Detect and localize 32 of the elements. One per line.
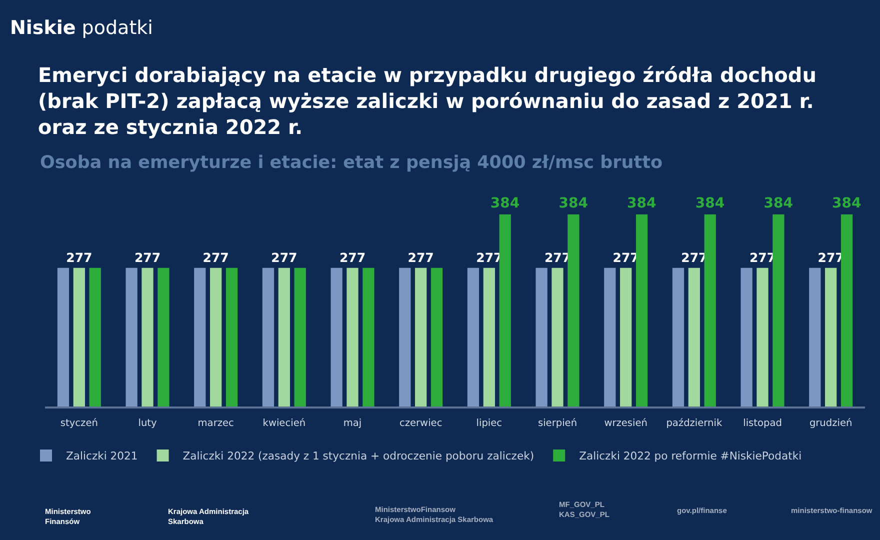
- chart-subtitle: Osoba na emeryturze i etacie: etat z pensją 4000 zł/msc brutto: [40, 153, 662, 173]
- text: Niskie podatki: [10, 17, 153, 39]
- data-label: 277: [134, 250, 161, 265]
- data-label: 277: [66, 250, 92, 265]
- data-label: 277: [202, 250, 229, 265]
- legend-label: Zaliczki 2021: [66, 450, 138, 463]
- x-tick-label: grudzień: [809, 418, 852, 429]
- legend-label: Zaliczki 2022 (zasady z 1 stycznia + odroczenie poboru zaliczek): [182, 450, 534, 463]
- data-label: 384: [558, 195, 588, 212]
- data-label: 384: [764, 195, 794, 212]
- data-label: 384: [832, 195, 862, 212]
- data-label: 277: [408, 250, 434, 265]
- chart-title: Emeryci dorabiający na etacie w przypadku drugiego źródła dochodu (brak PIT-2) zapłacą wyższe zaliczki w porównaniu do zasad z 2021 r. oraz ze stycznia 2022 r.: [38, 63, 816, 139]
- data-label: 384: [490, 195, 520, 212]
- data-label: 277: [749, 250, 776, 265]
- x-tick-label: sierpień: [538, 418, 578, 429]
- x-tick-label: październik: [666, 418, 722, 429]
- legend-label: Zaliczki 2022 po reformie #NiskiePodatki: [579, 450, 802, 463]
- data-label: 277: [271, 250, 298, 265]
- x-tick-label: czerwiec: [399, 418, 442, 429]
- x-tick-label: maj: [343, 418, 362, 429]
- data-label: 384: [695, 195, 725, 212]
- data-label: 277: [339, 250, 366, 265]
- x-tick-label: luty: [138, 418, 157, 429]
- x-tick-label: lipiec: [476, 418, 502, 429]
- x-tick-label: styczeń: [60, 418, 98, 429]
- data-label: 277: [544, 250, 571, 265]
- x-tick-label: wrzesień: [604, 418, 648, 429]
- x-tick-label: kwiecień: [262, 418, 306, 429]
- x-tick-label: marzec: [198, 418, 234, 429]
- x-tick-label: listopad: [743, 418, 782, 429]
- data-label: 384: [627, 195, 657, 212]
